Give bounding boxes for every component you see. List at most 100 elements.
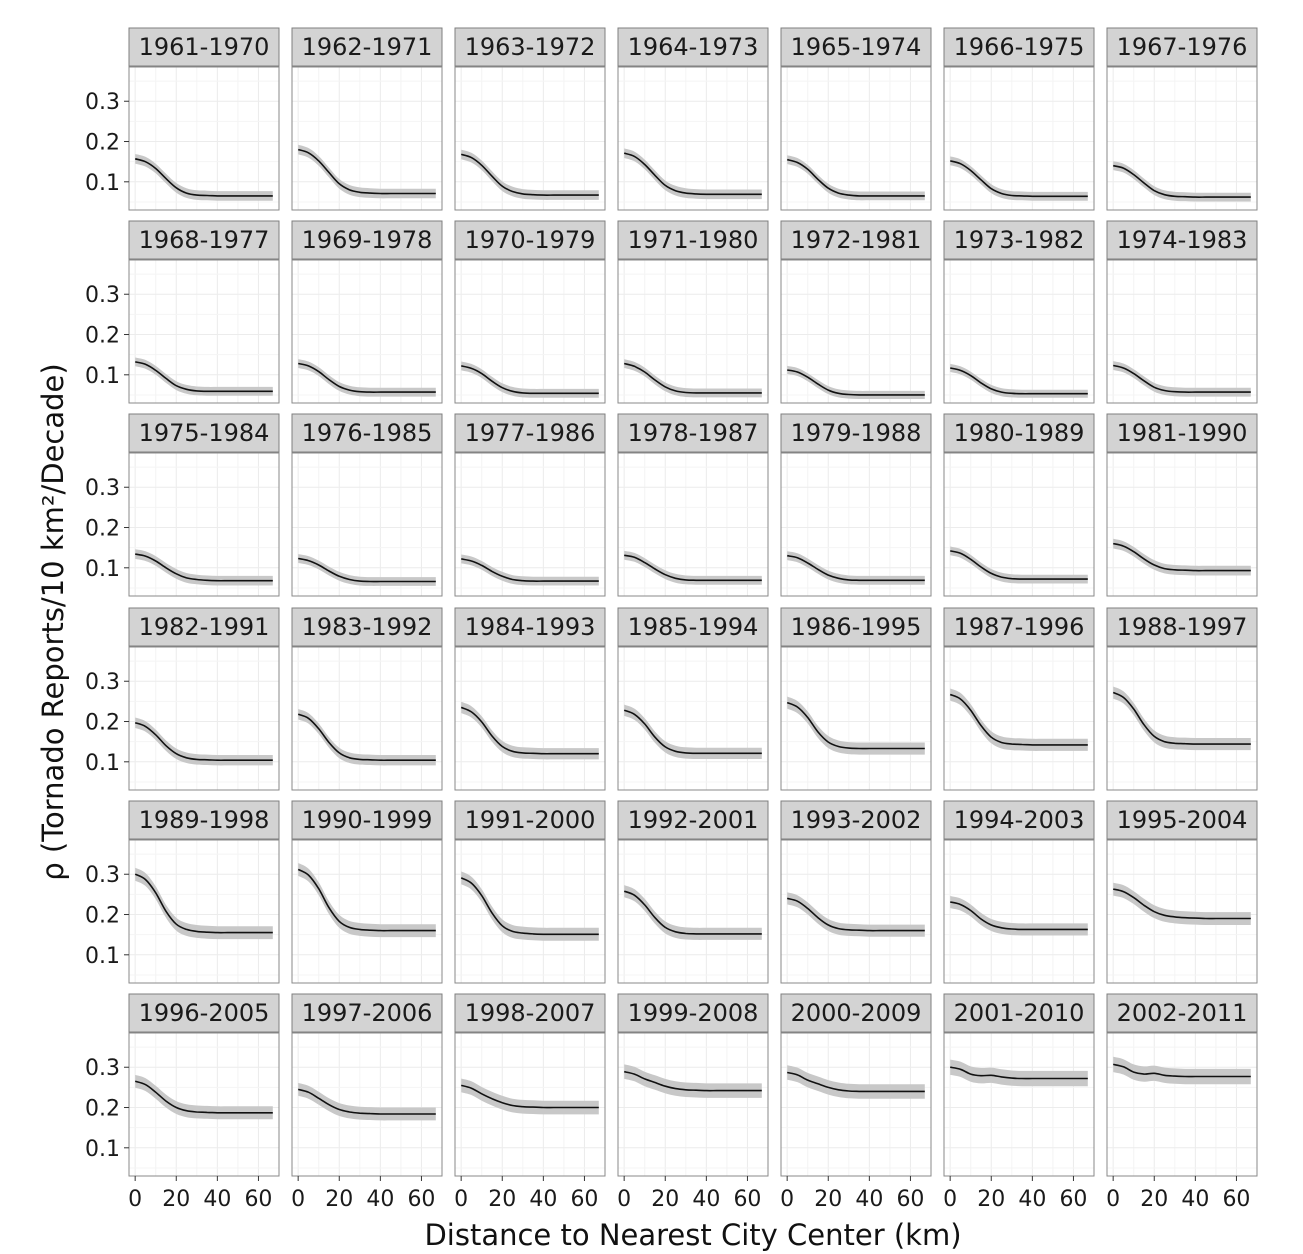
facet-strip-label: 1991-2000 (465, 806, 596, 834)
facet-strip (1106, 993, 1258, 1033)
panel-background (292, 453, 442, 596)
x-tick-label: 0 (1106, 1187, 1120, 1212)
panel-background (455, 840, 605, 983)
facet-strip-label: 1990-1999 (302, 806, 433, 834)
panel-grid (292, 67, 442, 210)
panel-border (128, 452, 280, 597)
x-tick-label: 40 (366, 1187, 394, 1212)
panel-grid (781, 67, 931, 210)
facet-panel: 1994-2003 (943, 800, 1095, 984)
panel-background (944, 67, 1094, 210)
series-line (950, 550, 1088, 580)
series-line (949, 693, 1088, 746)
facet-panel: 1995-2004 (1106, 800, 1258, 984)
confidence-ribbon (461, 1078, 599, 1115)
series-line (297, 148, 436, 195)
panel-grid (618, 260, 768, 403)
panel-grid (292, 1033, 442, 1176)
panel-background (292, 67, 442, 210)
facet-panel: 1977-1986 (454, 413, 606, 597)
facet-panel: 1978-1987 (617, 413, 769, 597)
series-line (297, 868, 436, 932)
confidence-ribbon (135, 549, 273, 586)
confidence-ribbon (950, 688, 1088, 751)
facet-strip-label: 1994-2003 (954, 806, 1085, 834)
facet-strip (128, 800, 280, 840)
facet-strip (128, 413, 280, 453)
series-line (950, 160, 1088, 198)
confidence-ribbon (1113, 361, 1251, 397)
facet-strip-label: 2002-2011 (1117, 999, 1248, 1027)
facet-strip (780, 607, 932, 647)
series-line (461, 1084, 599, 1109)
x-tick-label: 60 (896, 1187, 924, 1212)
x-tick-label: 20 (1140, 1187, 1168, 1212)
panel-background (944, 453, 1094, 596)
facet-strip-label: 1989-1998 (139, 806, 270, 834)
panel-border (1106, 452, 1258, 597)
panel-background (781, 453, 931, 596)
facet-panel: 1993-2002 (780, 800, 932, 984)
x-tick-label: 20 (977, 1187, 1005, 1212)
panel-background (944, 1033, 1094, 1176)
facet-panel: 1986-1995 (780, 607, 932, 791)
panel-border (617, 66, 769, 211)
facet-strip (617, 413, 769, 453)
facet-strip (1106, 220, 1258, 260)
series-line (623, 890, 762, 935)
facet-strip-label: 1979-1988 (791, 419, 922, 447)
panel-background (944, 647, 1094, 790)
panel-background (1107, 260, 1257, 403)
facet-strip-label: 1961-1970 (139, 33, 270, 61)
facet-panel: 1998-2007 (454, 993, 606, 1177)
series-line (298, 557, 436, 583)
facet-strip (1106, 800, 1258, 840)
panel-background (129, 1033, 279, 1176)
confidence-ribbon (1113, 1056, 1251, 1085)
facet-strip-label: 1981-1990 (1117, 419, 1248, 447)
facet-panel: 1974-1983 (1106, 220, 1258, 404)
panel-border (128, 1032, 280, 1177)
facet-strip-label: 1966-1975 (954, 33, 1085, 61)
panel-grid (944, 453, 1094, 596)
facet-strip (617, 220, 769, 260)
panel-grid (618, 647, 768, 790)
facet-panel: 1971-1980 (617, 220, 769, 404)
facet-panel: 1989-1998 (128, 800, 280, 984)
x-tick-label: 0 (943, 1187, 957, 1212)
panel-border (128, 839, 280, 984)
facet-strip (291, 220, 443, 260)
facet-panel: 1987-1996 (943, 607, 1095, 791)
facet-strip (943, 607, 1095, 647)
x-tick-label: 60 (733, 1187, 761, 1212)
series-line (786, 701, 925, 750)
facet-strip-label: 1995-2004 (1117, 806, 1248, 834)
facet-strip-label: 1968-1977 (139, 226, 270, 254)
confidence-ribbon (135, 867, 273, 940)
facet-strip-label: 1993-2002 (791, 806, 922, 834)
y-tick-label: 0.3 (85, 90, 120, 115)
panel-grid (129, 840, 279, 983)
panel-background (781, 260, 931, 403)
facet-panel: 2000-2009 (780, 993, 932, 1177)
panel-border (128, 259, 280, 404)
y-tick-label: 0.1 (85, 1137, 120, 1162)
facet-strip-label: 1965-1974 (791, 33, 922, 61)
y-tick-label: 0.2 (85, 324, 120, 349)
facet-strip (291, 413, 443, 453)
panel-background (1107, 67, 1257, 210)
panel-border (780, 1032, 932, 1177)
panel-background (455, 67, 605, 210)
facet-strip-label: 1969-1978 (302, 226, 433, 254)
facet-strip-label: 1985-1994 (628, 613, 759, 641)
series-line (1113, 888, 1251, 920)
confidence-ribbon (624, 1064, 762, 1098)
x-tick-label: 60 (1059, 1187, 1087, 1212)
facet-strip (291, 800, 443, 840)
confidence-ribbon (298, 863, 436, 938)
y-tick-label: 0.3 (85, 476, 120, 501)
series-line (297, 1088, 436, 1115)
y-tick-label: 0.2 (85, 131, 120, 156)
series-line (1113, 1063, 1251, 1078)
series-line (135, 361, 273, 393)
